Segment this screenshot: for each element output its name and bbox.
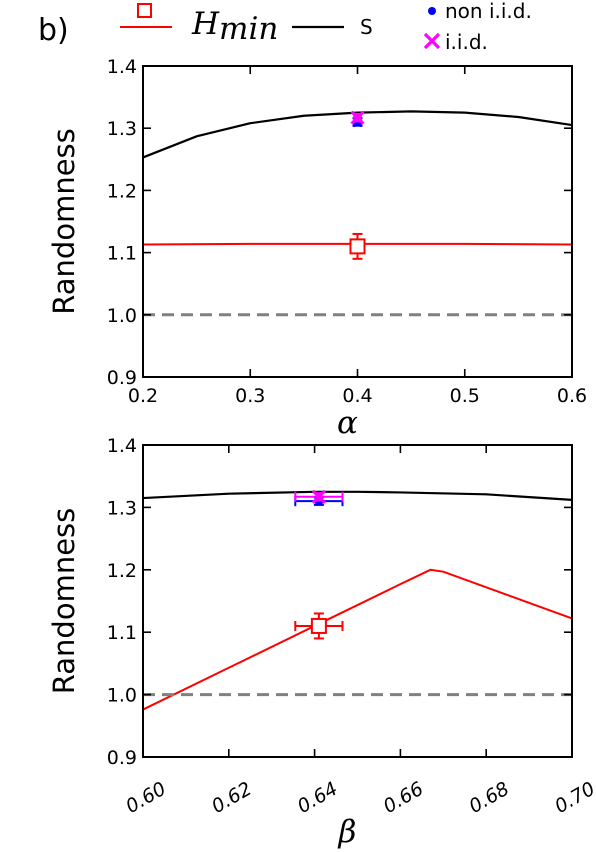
y-tick-label: 1.4 bbox=[107, 56, 137, 78]
legend-iid-marker bbox=[423, 32, 441, 50]
point-iid-marker bbox=[311, 489, 326, 504]
point-hmin-marker bbox=[349, 238, 366, 255]
series-hmin-line bbox=[142, 568, 573, 711]
legend-s-label: S bbox=[360, 15, 373, 39]
legend-non-iid-label: non i.i.d. bbox=[445, 0, 532, 23]
point-iid-marker bbox=[350, 110, 365, 125]
x-tick-label: 0.64 bbox=[294, 778, 342, 818]
series-s-line bbox=[142, 490, 573, 502]
x-tick-label: 0.3 bbox=[235, 385, 265, 407]
y-tick-label: 1.2 bbox=[107, 180, 137, 202]
legend-non-iid: non i.i.d. bbox=[428, 0, 532, 23]
legend-non-iid-marker bbox=[428, 7, 436, 15]
y-tick-label: 1.1 bbox=[107, 622, 137, 644]
x-tick-label: 0.60 bbox=[122, 778, 170, 818]
legend-s: S bbox=[292, 15, 373, 39]
y-tick-label: 1.0 bbox=[107, 685, 137, 707]
x-tick-label: 0.2 bbox=[128, 385, 158, 407]
x-axis-label: β bbox=[338, 814, 357, 850]
x-tick-label: 0.62 bbox=[208, 778, 256, 818]
y-axis-label: Randomness bbox=[47, 508, 81, 695]
x-tick-label: 0.68 bbox=[465, 778, 513, 818]
legend-hmin-main: H bbox=[191, 6, 220, 42]
y-tick-label: 1.4 bbox=[107, 435, 137, 457]
plot-top: 0.9 1.0 1.1 1.2 1.3 1.4 0.2 0.3 0.4 0.5 0.6 Randomn… bbox=[47, 56, 587, 441]
y-tick-label: 0.9 bbox=[107, 747, 137, 769]
plot-frame bbox=[142, 444, 573, 758]
y-axis-label: Randomness bbox=[47, 128, 81, 315]
x-tick-label: 0.6 bbox=[557, 385, 587, 407]
y-tick-label: 1.2 bbox=[107, 560, 137, 582]
x-tick-label: 0.66 bbox=[380, 778, 428, 818]
y-tick-label: 1.0 bbox=[107, 305, 137, 327]
point-hmin-marker bbox=[310, 617, 327, 634]
series-s-line bbox=[142, 110, 573, 159]
x-tick-label: 0.5 bbox=[450, 385, 480, 407]
y-tick-label: 1.1 bbox=[107, 243, 137, 265]
legend-iid: i.i.d. bbox=[423, 30, 488, 54]
legend-hmin-marker bbox=[137, 3, 152, 18]
y-tick-label: 0.9 bbox=[107, 367, 137, 389]
panel-label: b) bbox=[38, 13, 69, 48]
x-axis-label: α bbox=[337, 405, 358, 441]
legend-hmin-sub: min bbox=[219, 11, 278, 47]
plot-bottom: 0.9 1.0 1.1 1.2 1.3 1.4 0.60 0.62 0.64 0.66 0.68 0.… bbox=[47, 435, 596, 850]
x-tick-label: 0.4 bbox=[342, 385, 372, 407]
x-tick-label: 0.70 bbox=[551, 778, 596, 818]
legend-iid-label: i.i.d. bbox=[445, 30, 488, 54]
y-tick-label: 1.3 bbox=[107, 497, 137, 519]
legend: Hmin S non i.i.d. i.i.d. bbox=[120, 0, 532, 54]
legend-hmin-label: Hmin bbox=[191, 6, 278, 47]
legend-hmin: Hmin bbox=[120, 3, 278, 47]
y-tick-label: 1.3 bbox=[107, 118, 137, 140]
